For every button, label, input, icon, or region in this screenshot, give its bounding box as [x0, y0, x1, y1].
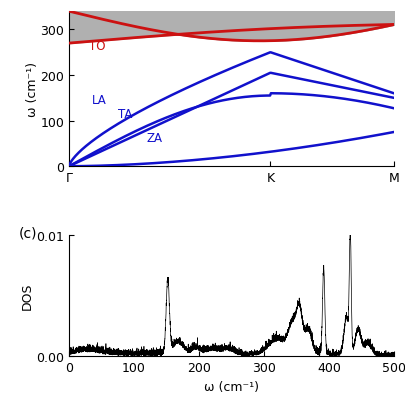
Text: LA: LA — [92, 94, 106, 107]
Text: TO: TO — [88, 39, 105, 52]
Y-axis label: ω (cm⁻¹): ω (cm⁻¹) — [26, 62, 39, 117]
Text: TA: TA — [117, 108, 132, 121]
X-axis label: ω (cm⁻¹): ω (cm⁻¹) — [203, 380, 258, 393]
Text: ZA: ZA — [147, 132, 162, 145]
Y-axis label: DOS: DOS — [20, 282, 33, 310]
Text: (c): (c) — [19, 226, 37, 240]
